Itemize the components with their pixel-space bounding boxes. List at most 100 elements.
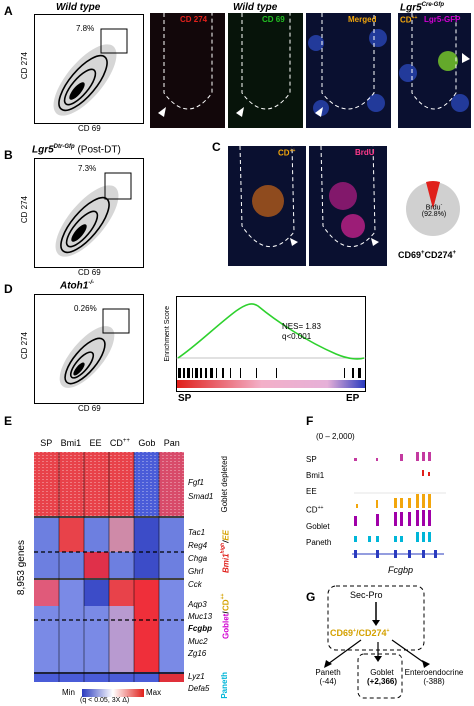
lineage-diagram	[324, 585, 430, 699]
flow-plot-b	[34, 158, 144, 268]
group-label-bmi-ee: Bmi1high/EE	[220, 530, 231, 574]
panel-label-f: F	[306, 414, 314, 428]
crypt-outline	[320, 146, 379, 248]
gsea-plot	[176, 296, 366, 392]
flow-d-ylabel: CD 274	[20, 332, 29, 360]
lineage-enteroendocrine: Enteroendocrine (-388)	[404, 668, 464, 686]
track-paneth	[354, 532, 431, 542]
crypt-outline	[399, 13, 470, 112]
genome-tracks	[352, 452, 446, 558]
flow-b-percent: 7.3%	[78, 164, 97, 173]
panel-d-title: Atoh1-/-	[60, 280, 95, 292]
track-label-goblet: Goblet	[306, 521, 330, 531]
track-range: (0 – 2,000)	[316, 432, 355, 441]
crypt-outline	[236, 13, 291, 117]
gsea-right-label: EP	[346, 393, 360, 404]
heatmap-ylabel: 8,953 genes	[16, 540, 27, 596]
arrow-paneth	[327, 639, 362, 665]
panel-label-a: A	[4, 4, 13, 18]
micrograph-cd274: CD 274	[150, 13, 225, 128]
micro-label-brdu: BrdU	[355, 148, 375, 157]
micrograph-brdu: BrdU	[309, 146, 387, 266]
gene-label: Fgf1	[188, 478, 205, 487]
legend-note: (q < 0.05, 3X Δ)	[80, 697, 130, 704]
flow-contour-b	[55, 172, 132, 257]
heatmap-col-bmi1: Bmi1	[60, 438, 82, 448]
group-label-goblet-cd: Goblet/CD++	[220, 594, 231, 639]
flow-contour-d	[59, 308, 130, 388]
gsea-curve	[177, 303, 365, 360]
track-label-bmi1: Bmi1	[306, 471, 325, 480]
micro-label-cdpp: CD++	[400, 15, 418, 25]
pie-caption: CD69+CD274+	[398, 250, 457, 260]
box-sec-pro	[327, 585, 425, 651]
track-sp	[354, 452, 431, 461]
group-label-goblet-depleted: Goblet depleted	[220, 456, 229, 513]
lineage-sec-pro: Sec-Pro	[350, 590, 383, 600]
gene-label: Smad1	[188, 492, 214, 501]
flow-plot-a	[34, 14, 144, 124]
lineage-paneth: Paneth (-44)	[315, 668, 341, 686]
lineage-cd69-cd274: CD69+/CD274+	[330, 628, 390, 638]
lgr5-cre-title: Lgr5Cre-Gfp	[400, 2, 445, 14]
heatmap-col-cd: CD++	[109, 438, 130, 448]
group-label-paneth: Paneth	[220, 672, 229, 699]
box-goblet	[357, 653, 403, 699]
gsea-rank-bar	[177, 380, 365, 388]
crypt-outline	[239, 146, 298, 248]
track-goblet	[354, 510, 431, 526]
arrow-ee	[391, 639, 427, 665]
heatmap	[34, 452, 184, 682]
panel-label-b: B	[4, 148, 13, 162]
panel-label-d: D	[4, 282, 13, 296]
flow-a-percent: 7.8%	[76, 24, 95, 33]
panel-a-title: Wild type	[56, 2, 101, 13]
micrograph-cdpp: CD++	[228, 146, 306, 266]
gene-label: Reg4	[188, 541, 208, 550]
flow-plot-d	[34, 294, 144, 404]
flow-b-ylabel: CD 274	[20, 196, 29, 224]
micrograph-merged: Merged	[306, 13, 391, 128]
gene-label: Chga	[188, 554, 208, 563]
pie-slice-positive	[426, 181, 440, 209]
legend-max: Max	[146, 688, 162, 697]
track-label-cd: CD++	[306, 505, 324, 515]
micro-label-lgr5-gfp: Lgr5-GFP	[424, 15, 461, 24]
micrograph-cd69: CD 69	[228, 13, 303, 128]
track-label-sp: SP	[306, 455, 317, 464]
track-gene-name: Fcgbp	[388, 565, 414, 575]
panel-label-e: E	[4, 414, 13, 428]
heatmap-column-headers: SP Bmi1 EE CD++ Gob Pan	[36, 438, 184, 448]
gene-label: Zg16	[188, 649, 207, 658]
lineage-goblet: Goblet (+2,366)	[366, 668, 398, 686]
flow-d-xlabel: CD 69	[78, 404, 101, 413]
gene-label: Cck	[188, 580, 202, 589]
flow-contour-a	[53, 28, 128, 116]
micro-label-c-cd: CD++	[278, 148, 296, 158]
flow-a-xlabel: CD 69	[78, 124, 101, 133]
gene-label: Muc2	[188, 637, 208, 646]
track-label-ee: EE	[306, 487, 317, 496]
flow-d-percent: 0.26%	[74, 304, 97, 313]
panel-label-g: G	[306, 590, 316, 604]
legend-min: Min	[62, 688, 75, 697]
gene-label: Aqp3	[188, 600, 207, 609]
track-labels: SP Bmi1 EE CD++ Goblet Paneth	[306, 452, 331, 551]
heatmap-col-gob: Gob	[138, 438, 156, 448]
panel-b-title: Lgr5Dtr-Gfp (Post-DT)	[32, 144, 121, 156]
brdu-pie	[406, 181, 460, 236]
heatmap-col-ee: EE	[89, 438, 102, 448]
gsea-nes: NES= 1.83	[282, 322, 321, 331]
gsea-ylabel: Enrichment Score	[164, 306, 171, 362]
gene-label: Fcgbp	[188, 624, 212, 633]
flow-b-xlabel: CD 69	[78, 268, 101, 277]
gsea-left-label: SP	[178, 393, 192, 404]
micro-label-cd69: CD 69	[262, 15, 285, 24]
heatmap-col-sp: SP	[40, 438, 53, 448]
gene-label: Tac1	[188, 528, 206, 537]
gsea-hit-bars	[178, 368, 361, 378]
gene-label: Lyz1	[188, 672, 205, 681]
micro-label-merged: Merged	[348, 15, 377, 24]
track-label-paneth: Paneth	[306, 537, 332, 547]
gene-label: Ghrl	[188, 567, 204, 576]
